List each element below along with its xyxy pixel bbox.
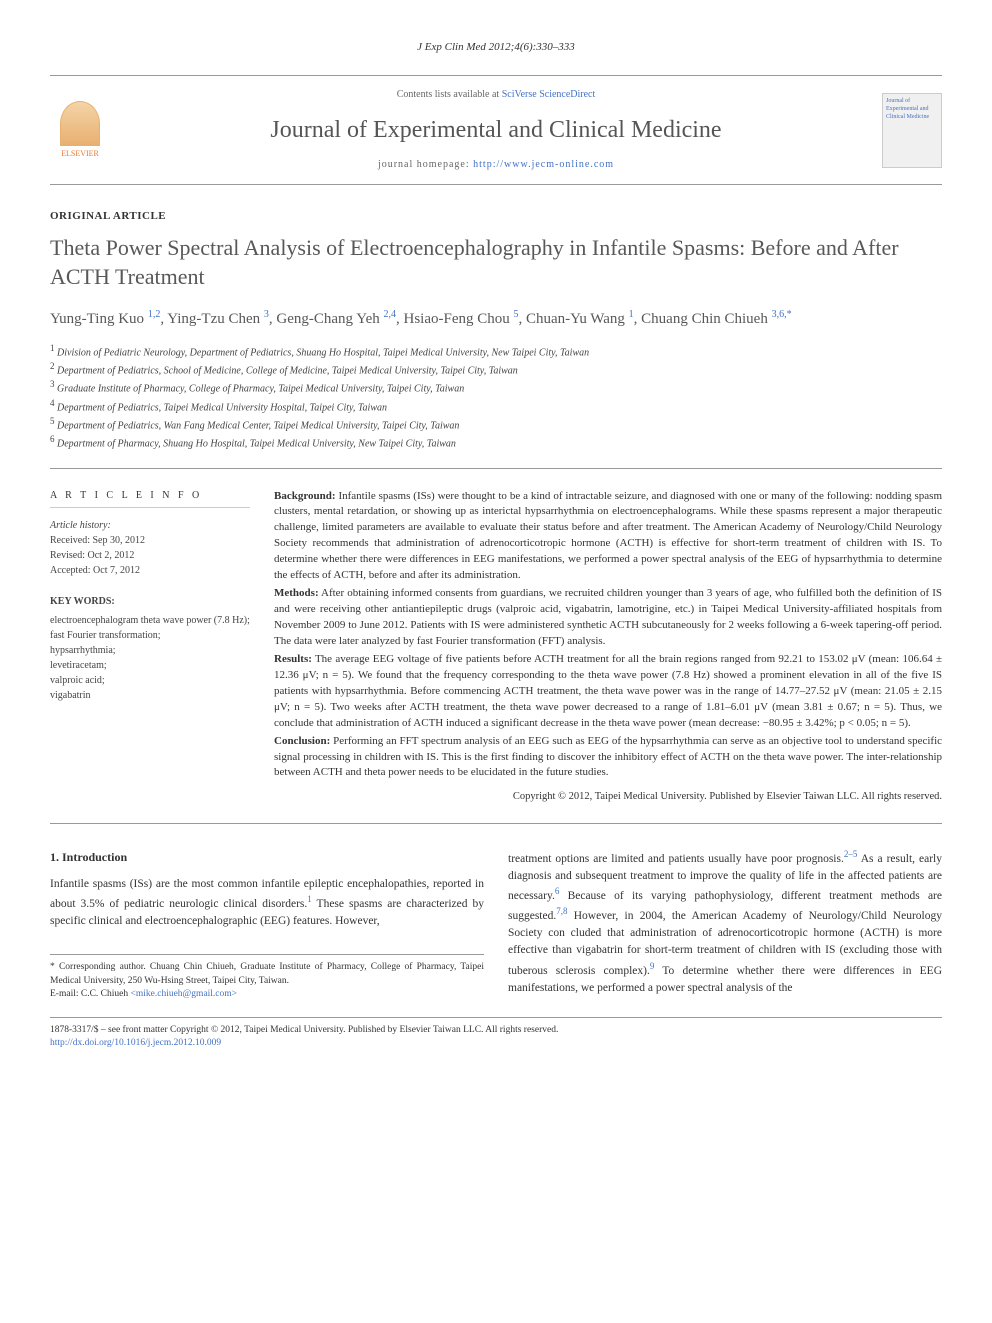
affiliation-1: 1 Division of Pediatric Neurology, Depar… — [50, 342, 942, 360]
keyword: hypsarrhythmia; — [50, 643, 250, 658]
affiliations: 1 Division of Pediatric Neurology, Depar… — [50, 342, 942, 469]
journal-reference: J Exp Clin Med 2012;4(6):330–333 — [50, 40, 942, 55]
received-date: Received: Sep 30, 2012 — [50, 533, 250, 548]
article-history: Article history: Received: Sep 30, 2012 … — [50, 518, 250, 578]
keywords-heading: KEY WORDS: — [50, 594, 250, 609]
body-column-left: 1. Introduction Infantile spasms (ISs) a… — [50, 848, 484, 1001]
article-type: ORIGINAL ARTICLE — [50, 209, 942, 224]
authors-list: Yung-Ting Kuo 1,2, Ying-Tzu Chen 3, Geng… — [50, 308, 942, 330]
footer-copyright: 1878-3317/$ – see front matter Copyright… — [50, 1024, 942, 1037]
keywords-block: KEY WORDS: electroencephalogram theta wa… — [50, 594, 250, 703]
email-label: E-mail: — [50, 989, 79, 999]
body-columns: 1. Introduction Infantile spasms (ISs) a… — [50, 848, 942, 1001]
info-abstract-row: A R T I C L E I N F O Article history: R… — [50, 489, 942, 824]
abstract-column: Background: Infantile spasms (ISs) were … — [274, 489, 942, 807]
abstract-conclusion: Conclusion: Performing an FFT spectrum a… — [274, 734, 942, 782]
elsevier-logo: ELSEVIER — [50, 95, 110, 165]
corresponding-footnote: * Corresponding author. Chuang Chin Chiu… — [50, 954, 484, 1001]
abstract-results: Results: The average EEG voltage of five… — [274, 652, 942, 732]
intro-paragraph-right: treatment options are limited and patien… — [508, 848, 942, 997]
page-root: J Exp Clin Med 2012;4(6):330–333 ELSEVIE… — [0, 0, 992, 1091]
keyword: vigabatrin — [50, 688, 250, 703]
contents-prefix: Contents lists available at — [397, 89, 502, 100]
page-footer: 1878-3317/$ – see front matter Copyright… — [50, 1017, 942, 1051]
accepted-date: Accepted: Oct 7, 2012 — [50, 563, 250, 578]
doi-link[interactable]: http://dx.doi.org/10.1016/j.jecm.2012.10… — [50, 1038, 221, 1048]
sciencedirect-link[interactable]: SciVerse ScienceDirect — [502, 89, 596, 100]
article-title: Theta Power Spectral Analysis of Electro… — [50, 234, 942, 291]
elsevier-label: ELSEVIER — [61, 148, 99, 159]
affiliation-5: 5 Department of Pediatrics, Wan Fang Med… — [50, 415, 942, 433]
article-info-heading: A R T I C L E I N F O — [50, 489, 250, 508]
abstract-copyright: Copyright © 2012, Taipei Medical Univers… — [274, 789, 942, 804]
journal-name: Journal of Experimental and Clinical Med… — [110, 114, 882, 148]
homepage-link[interactable]: http://www.jecm-online.com — [473, 159, 614, 170]
affiliation-3: 3 Graduate Institute of Pharmacy, Colleg… — [50, 378, 942, 396]
keyword: valproic acid; — [50, 673, 250, 688]
corresponding-text: * Corresponding author. Chuang Chin Chiu… — [50, 961, 484, 988]
homepage-prefix: journal homepage: — [378, 159, 473, 170]
homepage-line: journal homepage: http://www.jecm-online… — [110, 158, 882, 172]
revised-date: Revised: Oct 2, 2012 — [50, 548, 250, 563]
intro-paragraph-left: Infantile spasms (ISs) are the most comm… — [50, 876, 484, 931]
header-center: Contents lists available at SciVerse Sci… — [110, 88, 882, 172]
contents-line: Contents lists available at SciVerse Sci… — [110, 88, 882, 102]
affiliation-4: 4 Department of Pediatrics, Taipei Medic… — [50, 397, 942, 415]
corresponding-email-line: E-mail: C.C. Chiueh <mike.chiueh@gmail.c… — [50, 988, 484, 1001]
introduction-heading: 1. Introduction — [50, 848, 484, 866]
email-name: C.C. Chiueh — [81, 989, 128, 999]
body-column-right: treatment options are limited and patien… — [508, 848, 942, 1001]
journal-header: ELSEVIER Contents lists available at Sci… — [50, 75, 942, 185]
abstract-background: Background: Infantile spasms (ISs) were … — [274, 489, 942, 585]
corresponding-email-link[interactable]: <mike.chiueh@gmail.com> — [131, 989, 238, 999]
abstract-methods: Methods: After obtaining informed consen… — [274, 586, 942, 650]
keyword: electroencephalogram theta wave power (7… — [50, 613, 250, 628]
elsevier-tree-icon — [60, 101, 100, 146]
article-info-column: A R T I C L E I N F O Article history: R… — [50, 489, 250, 807]
journal-cover-thumbnail: Journal of Experimental and Clinical Med… — [882, 93, 942, 168]
history-label: Article history: — [50, 518, 250, 533]
keyword: levetiracetam; — [50, 658, 250, 673]
affiliation-2: 2 Department of Pediatrics, School of Me… — [50, 360, 942, 378]
affiliation-6: 6 Department of Pharmacy, Shuang Ho Hosp… — [50, 433, 942, 451]
keyword: fast Fourier transformation; — [50, 628, 250, 643]
